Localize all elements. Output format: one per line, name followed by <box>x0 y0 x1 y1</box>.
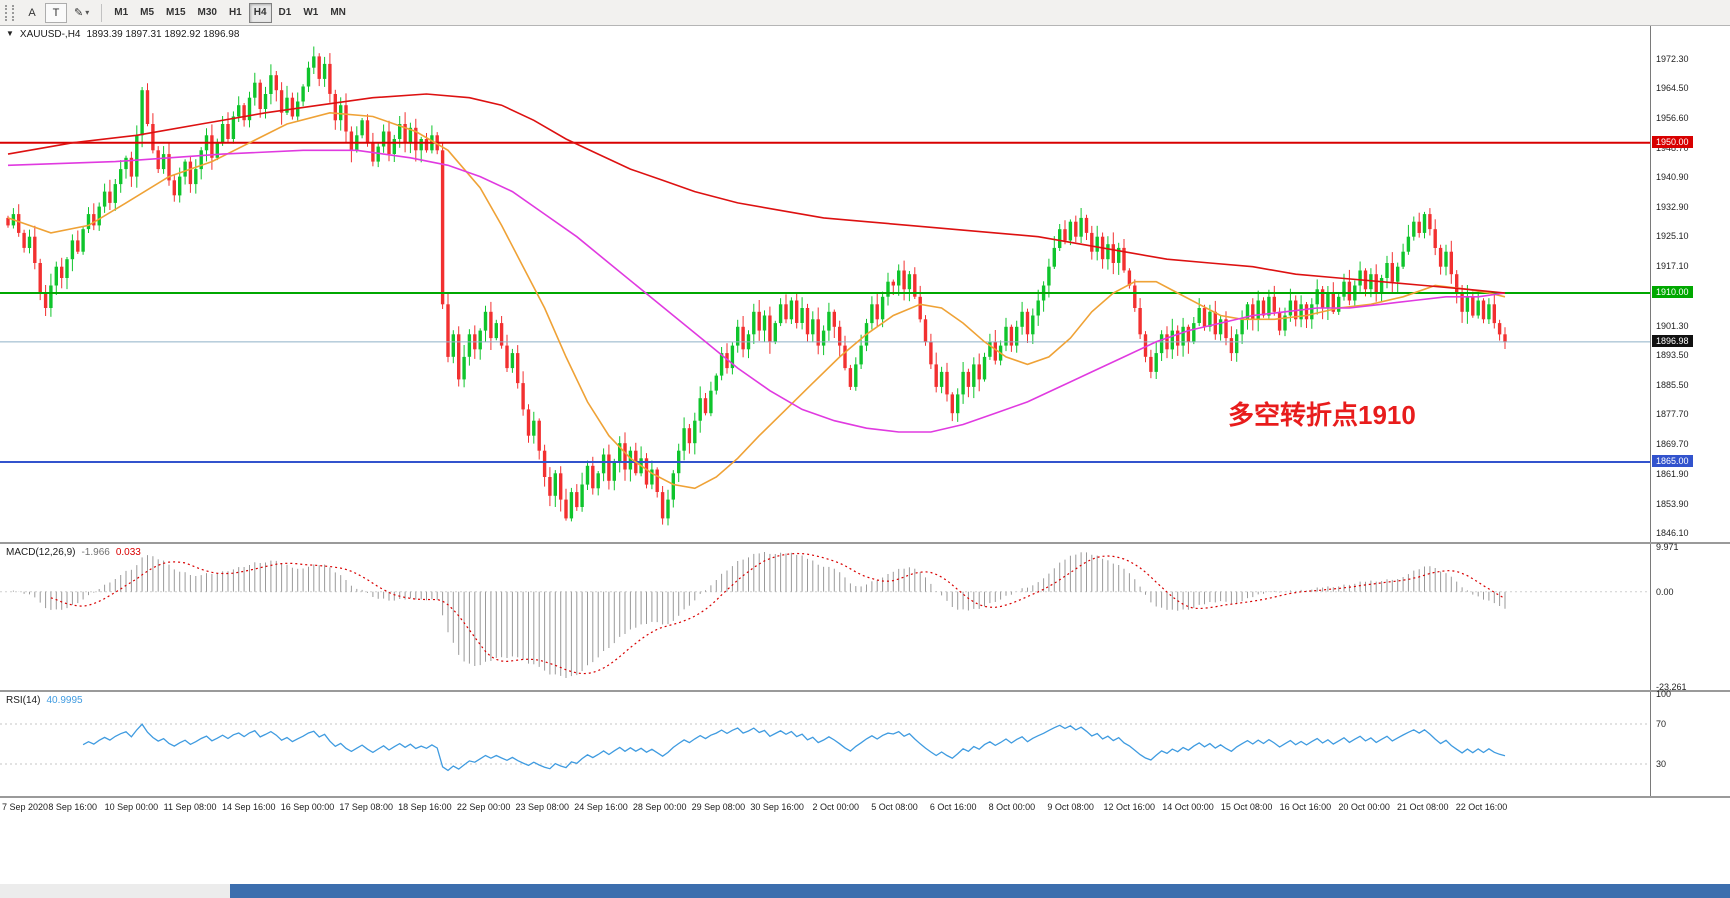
date-axis-label: 22 Sep 00:00 <box>456 802 511 812</box>
price-axis-label: 1925.10 <box>1656 231 1689 242</box>
chart-text-annotation[interactable]: 多空转折点1910 <box>1228 400 1416 430</box>
timeframe-button-h4[interactable]: H4 <box>248 2 272 23</box>
date-axis-label: 8 Sep 16:00 <box>48 802 97 812</box>
current-price-badge: 1896.98 <box>1652 334 1693 347</box>
price-axis-label: 1972.30 <box>1656 54 1689 64</box>
macd-axis-label: -23.261 <box>1656 682 1687 692</box>
pane-separator <box>0 796 1730 798</box>
price-axis-label: 1846.10 <box>1656 528 1689 538</box>
macd-plot[interactable] <box>0 544 1650 690</box>
date-axis-label: 15 Oct 08:00 <box>1220 802 1273 812</box>
rsi-title: RSI(14) <box>6 695 41 706</box>
date-axis-label: 20 Oct 00:00 <box>1338 802 1390 812</box>
rsi-value: 40.9995 <box>46 695 83 706</box>
date-axis-label: 14 Sep 16:00 <box>222 802 276 812</box>
text-label-button-icon[interactable]: T <box>45 2 67 23</box>
price-axis[interactable]: 1972.301964.501956.601948.701940.901932.… <box>1650 26 1730 542</box>
chevron-down-icon: ▾ <box>85 8 90 17</box>
date-axis-label: 12 Oct 16:00 <box>1103 802 1156 812</box>
macd-axis[interactable]: 9.971 0.00 -23.261 <box>1650 542 1730 692</box>
timeframe-button-m1[interactable]: M1 <box>114 7 129 18</box>
price-axis-label: 1901.30 <box>1656 320 1689 331</box>
date-axis-label: 5 Oct 08:00 <box>871 802 918 812</box>
price-axis-label: 1964.50 <box>1656 83 1689 94</box>
rsi-axis-label: 70 <box>1656 719 1667 729</box>
date-axis-label: 29 Sep 08:00 <box>691 802 746 812</box>
rsi-header: RSI(14) 40.9995 <box>6 695 83 706</box>
date-axis-label: 23 Sep 08:00 <box>515 802 570 812</box>
rsi-axis[interactable]: 100 70 30 <box>1650 689 1730 796</box>
timeframe-button-d1[interactable]: D1 <box>278 7 292 18</box>
macd-title: MACD(12,26,9) <box>6 547 76 558</box>
macd-signal-value: 0.033 <box>115 547 141 558</box>
date-axis-label: 8 Oct 00:00 <box>988 802 1036 812</box>
price-axis-label: 1877.70 <box>1656 409 1689 420</box>
date-axis-label: 30 Sep 16:00 <box>750 802 804 812</box>
collapse-triangle-icon[interactable]: ▼ <box>6 29 14 38</box>
price-axis-label: 1932.90 <box>1656 202 1689 212</box>
main-chart-pane[interactable]: ▼ XAUUSD-,H4 1893.39 1897.31 1892.92 189… <box>0 26 1650 542</box>
date-axis-label: 22 Oct 16:00 <box>1455 802 1508 812</box>
price-axis-label: 1956.60 <box>1656 113 1689 123</box>
date-axis-label: 17 Sep 08:00 <box>339 802 393 812</box>
price-axis-label: 1885.50 <box>1656 380 1689 390</box>
chart-symbol-header: ▼ XAUUSD-,H4 1893.39 1897.31 1892.92 189… <box>6 29 239 40</box>
date-axis-label: 28 Sep 00:00 <box>632 802 687 812</box>
price-axis-label: 1869.70 <box>1656 439 1689 450</box>
chart-area: ▼ XAUUSD-,H4 1893.39 1897.31 1892.92 189… <box>0 26 1730 820</box>
date-axis-label: 14 Oct 00:00 <box>1162 802 1214 812</box>
annotation-a-button-icon[interactable]: A <box>28 6 36 19</box>
level-price-badge: 1865.00 <box>1652 455 1693 467</box>
timeframe-button-h1[interactable]: H1 <box>228 7 242 18</box>
ohlc-values: 1893.39 1897.31 1892.92 1896.98 <box>86 29 240 40</box>
toolbar-separator <box>101 3 103 22</box>
pane-separator[interactable] <box>0 690 1730 692</box>
price-axis-label: 1861.90 <box>1656 468 1689 479</box>
date-axis[interactable]: 7 Sep 2020 8 Sep 16:00 10 Sep 00:00 11 Sep … <box>0 798 1650 820</box>
price-axis-label: 1893.50 <box>1656 350 1689 360</box>
price-axis-label: 1917.10 <box>1656 261 1689 272</box>
date-axis-label: 11 Sep 08:00 <box>163 802 217 812</box>
drawing-tools-button-icon[interactable]: ✎ ▾ <box>74 7 90 19</box>
date-axis-label: 18 Sep 16:00 <box>398 802 452 812</box>
symbol-timeframe-label: XAUUSD-,H4 <box>19 29 81 40</box>
date-axis-label: 16 Oct 16:00 <box>1279 802 1332 812</box>
timeframes-toolbar: A T ✎ ▾ M1 M5 M15 M30 H1 H4 D1 W1 MN <box>0 0 1730 26</box>
price-axis-label: 1853.90 <box>1656 498 1689 509</box>
bottom-bar-left <box>0 884 230 898</box>
date-axis-label: 10 Sep 00:00 <box>104 802 159 812</box>
timeframe-button-mn[interactable]: MN <box>330 7 346 18</box>
bottom-blue-bar <box>230 884 1730 898</box>
date-axis-label: 21 Oct 08:00 <box>1397 802 1449 812</box>
timeframe-button-m30[interactable]: M30 <box>197 7 217 18</box>
timeframe-button-m5[interactable]: M5 <box>140 7 155 18</box>
macd-axis-label: 0.00 <box>1656 586 1674 597</box>
rsi-axis-label: 100 <box>1656 689 1672 699</box>
macd-axis-label: 9.971 <box>1656 542 1679 552</box>
macd-pane[interactable]: MACD(12,26,9) -1.966 0.033 <box>0 544 1650 690</box>
date-axis-label: 16 Sep 00:00 <box>280 802 335 812</box>
rsi-plot[interactable] <box>0 692 1650 796</box>
rsi-axis-label: 30 <box>1656 759 1667 769</box>
bottom-bar <box>0 884 1730 898</box>
timeframe-button-m15[interactable]: M15 <box>166 7 186 18</box>
price-axis-label: 1940.90 <box>1656 172 1689 182</box>
date-axis-label: 7 Sep 2020 <box>2 802 49 812</box>
date-axis-label: 2 Oct 00:00 <box>812 802 860 812</box>
timeframe-button-w1[interactable]: W1 <box>303 7 319 18</box>
date-axis-label: 6 Oct 16:00 <box>929 802 977 812</box>
macd-main-value: -1.966 <box>81 547 110 558</box>
macd-header: MACD(12,26,9) -1.966 0.033 <box>6 547 141 558</box>
level-price-badge: 1950.00 <box>1652 135 1693 148</box>
pane-separator[interactable] <box>0 542 1730 544</box>
rsi-pane[interactable]: RSI(14) 40.9995 <box>0 692 1650 796</box>
level-price-badge: 1910.00 <box>1652 286 1693 298</box>
toolbar-drag-handle-icon[interactable] <box>5 4 14 21</box>
date-axis-label: 24 Sep 16:00 <box>574 802 628 812</box>
date-axis-label: 9 Oct 08:00 <box>1047 802 1094 812</box>
candlestick-chart[interactable] <box>0 26 1650 542</box>
